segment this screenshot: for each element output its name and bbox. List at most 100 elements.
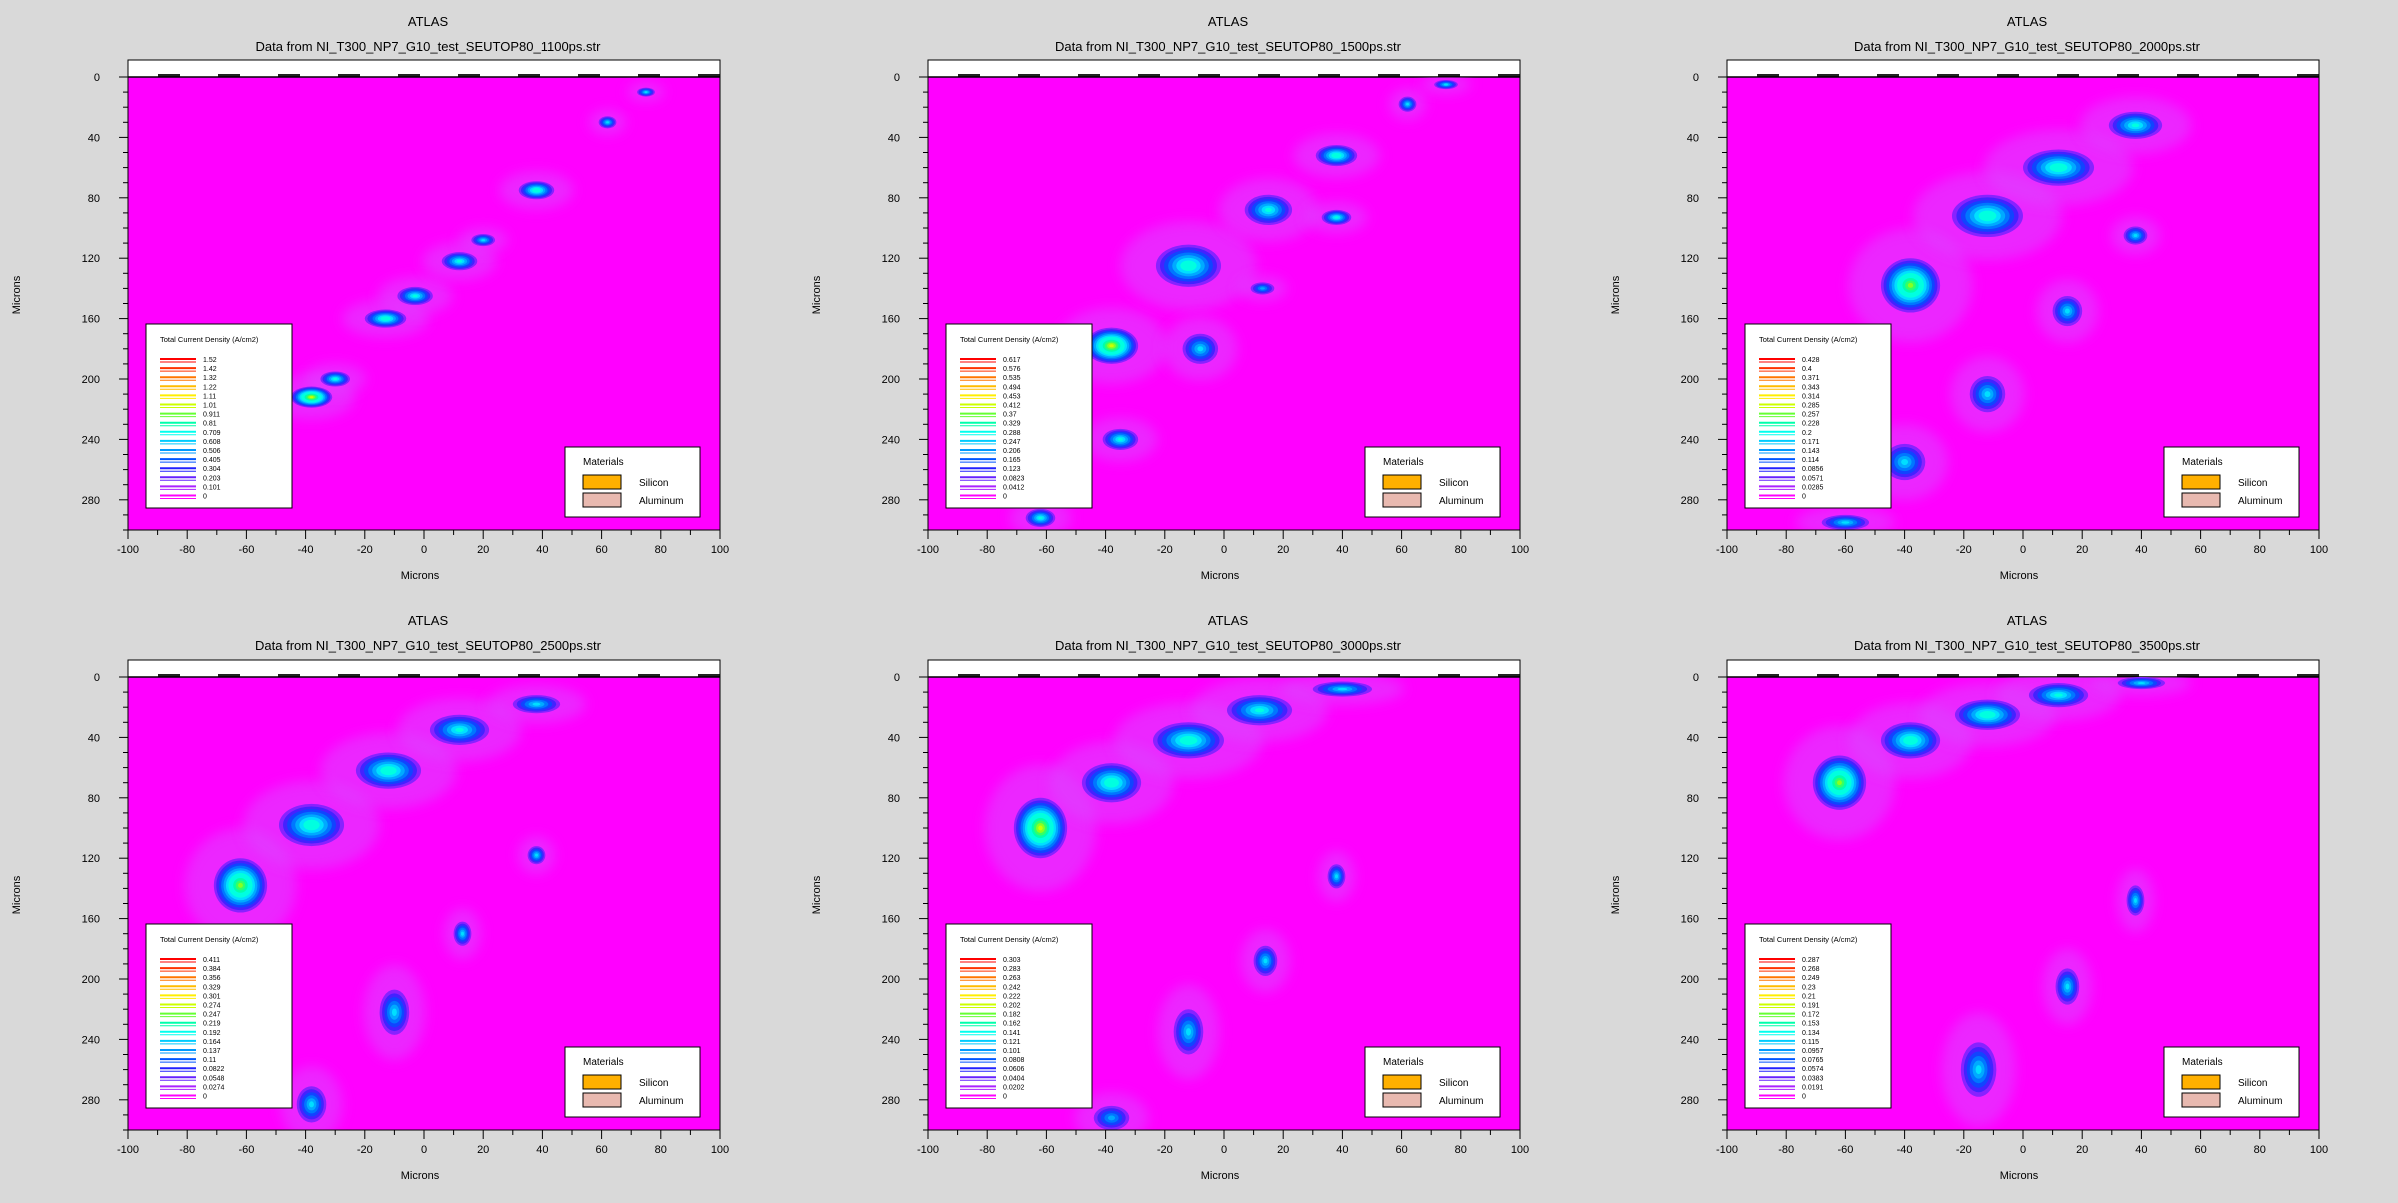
- y-tick-label: 80: [1687, 793, 1699, 805]
- x-tick-label: 0: [1221, 1144, 1227, 1156]
- x-tick-label: 100: [711, 1144, 729, 1156]
- hotspot-contour: [2065, 984, 2069, 990]
- legend-value: 0.162: [1003, 1021, 1021, 1028]
- hotspot-contour: [333, 378, 337, 380]
- material-swatch: [2182, 1075, 2220, 1089]
- legend-title: Total Current Density (A/cm2): [1759, 335, 1858, 344]
- y-tick-label: 0: [894, 672, 900, 684]
- x-tick-label: 100: [2310, 1144, 2328, 1156]
- legend-value: 0.0383: [1802, 1075, 1824, 1082]
- x-tick-label: 60: [595, 544, 607, 556]
- legend-value: 0.343: [1802, 384, 1820, 391]
- legend-value: 0.0808: [1003, 1057, 1025, 1064]
- materials-title: Materials: [2182, 457, 2223, 468]
- legend-value: 0.304: [203, 466, 221, 473]
- legend-value: 0.249: [1802, 975, 1820, 982]
- x-tick-label: -20: [357, 544, 373, 556]
- hotspot-contour: [2054, 693, 2062, 696]
- y-tick-label: 280: [1681, 495, 1699, 507]
- chart-title: Data from NI_T300_NP7_G10_test_SEUTOP80_…: [1854, 39, 2201, 54]
- hotspot-contour: [606, 121, 609, 123]
- hotspot-contour: [1197, 346, 1203, 351]
- aluminum-header-strip: [128, 60, 720, 77]
- legend-value: 0.2: [1802, 430, 1812, 437]
- legend-value: 0.303: [1003, 957, 1021, 964]
- y-tick-label: 80: [888, 793, 900, 805]
- hotspot-contour: [383, 317, 388, 319]
- material-name: Silicon: [1439, 478, 1468, 489]
- material-swatch: [583, 1075, 621, 1089]
- y-tick-label: 120: [82, 853, 100, 865]
- hotspot-contour: [1184, 738, 1193, 743]
- material-swatch: [2182, 475, 2220, 489]
- legend-value: 0: [1003, 1094, 1007, 1101]
- material-name: Aluminum: [1439, 496, 1483, 507]
- x-tick-label: -20: [1157, 544, 1173, 556]
- x-tick-label: 0: [421, 544, 427, 556]
- hotspot-contour: [1444, 84, 1448, 86]
- chart-panel-2: ATLAS Data from NI_T300_NP7_G10_test_SEUT…: [811, 14, 1529, 582]
- hotspot-contour: [1335, 874, 1338, 878]
- chart-title: Data from NI_T300_NP7_G10_test_SEUTOP80_…: [1055, 638, 1402, 653]
- legend-value: 0.283: [1003, 966, 1021, 973]
- hotspot-contour: [1983, 713, 1991, 717]
- legend-value: 0.202: [1003, 1003, 1021, 1010]
- legend-value: 0.191: [1802, 1003, 1820, 1010]
- aluminum-header-strip: [928, 60, 1520, 77]
- legend-value: 0.0274: [203, 1084, 225, 1091]
- hotspot-contour: [1260, 287, 1265, 289]
- hotspot-contour: [534, 189, 538, 191]
- material-swatch: [1383, 1075, 1421, 1089]
- x-tick-label: -40: [298, 1144, 314, 1156]
- hotspot-contour: [309, 1101, 314, 1107]
- y-tick-label: 120: [882, 253, 900, 265]
- x-tick-label: -80: [979, 1144, 995, 1156]
- hotspot-contour: [1406, 103, 1409, 106]
- hotspot-contour: [1108, 780, 1115, 785]
- x-tick-label: 0: [2020, 544, 2026, 556]
- x-tick-label: 60: [1395, 544, 1407, 556]
- y-tick-label: 40: [1687, 732, 1699, 744]
- hotspot-contour: [1186, 1028, 1191, 1036]
- legend-value: 0: [1802, 1094, 1806, 1101]
- y-tick-label: 0: [1693, 672, 1699, 684]
- material-name: Silicon: [2238, 478, 2267, 489]
- legend-value: 0.0822: [203, 1066, 225, 1073]
- legend-value: 0.21: [1802, 993, 1816, 1000]
- legend-value: 0.329: [203, 984, 221, 991]
- x-tick-label: -40: [1098, 1144, 1114, 1156]
- hotspot-contour: [1038, 825, 1042, 830]
- legend-value: 0: [1003, 494, 1007, 501]
- legend-value: 0.0765: [1802, 1057, 1824, 1064]
- hotspot-contour: [535, 854, 538, 857]
- hotspot-contour: [2137, 682, 2145, 684]
- material-swatch: [1383, 493, 1421, 507]
- y-tick-label: 80: [88, 793, 100, 805]
- product-name: ATLAS: [2007, 613, 2048, 628]
- x-axis-label: Microns: [2000, 570, 2039, 582]
- y-axis-label: Microns: [811, 875, 823, 914]
- hotspot-contour: [1334, 154, 1339, 157]
- x-tick-label: 20: [2076, 544, 2088, 556]
- x-tick-label: 60: [595, 1144, 607, 1156]
- legend-value: 0.165: [1003, 457, 1021, 464]
- material-name: Aluminum: [639, 496, 683, 507]
- x-tick-label: -20: [1956, 544, 1972, 556]
- hotspot-contour: [461, 932, 464, 936]
- legend-title: Total Current Density (A/cm2): [960, 935, 1059, 944]
- y-tick-label: 160: [882, 914, 900, 926]
- chart-title: Data from NI_T300_NP7_G10_test_SEUTOP80_…: [256, 39, 602, 54]
- y-tick-label: 240: [1681, 434, 1699, 446]
- legend-value: 0: [203, 1094, 207, 1101]
- legend-value: 0.384: [203, 966, 221, 973]
- material-name: Silicon: [639, 478, 668, 489]
- hotspot-contour: [2134, 898, 2137, 903]
- hotspot-contour: [1908, 283, 1913, 288]
- legend-value: 0.164: [203, 1039, 221, 1046]
- legend-value: 0: [203, 494, 207, 501]
- x-tick-label: 0: [1221, 544, 1227, 556]
- legend-value: 0.0202: [1003, 1084, 1025, 1091]
- legend-value: 1.11: [203, 393, 216, 400]
- x-tick-label: 20: [477, 544, 489, 556]
- y-tick-label: 40: [88, 132, 100, 144]
